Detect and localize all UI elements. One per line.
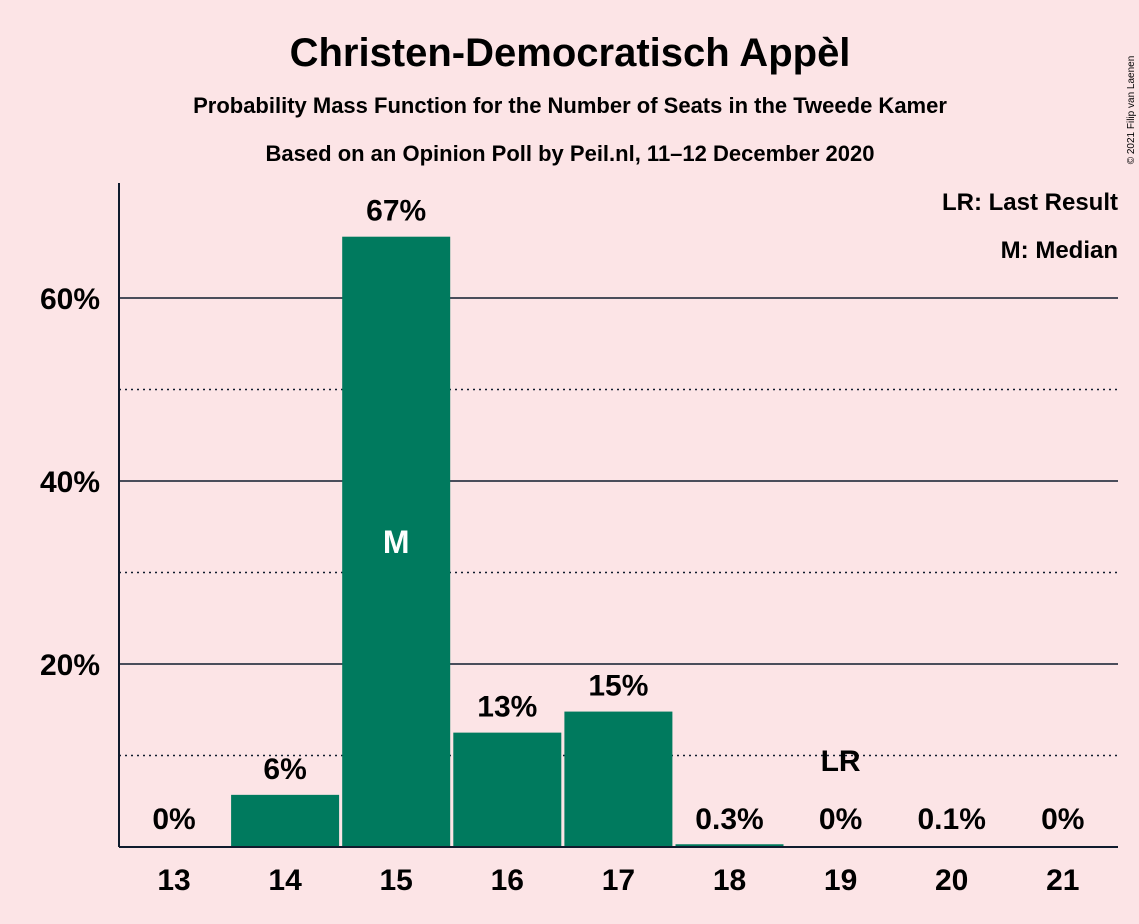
legend-median: M: Median: [1001, 237, 1118, 264]
bar-value-label: 0.1%: [918, 803, 986, 836]
y-tick-label: 60%: [40, 283, 100, 316]
bars: [231, 236, 1006, 847]
bar-value-label: 6%: [263, 753, 306, 786]
x-tick-label: 17: [602, 864, 635, 897]
bar-labels: 0% 13 6% 14 67% 15 M 13% 16 15% 17 0.3% 18 0% 19 LR 0.1%…: [152, 195, 1084, 897]
bar: [231, 794, 340, 847]
x-tick-label: 21: [1046, 864, 1079, 897]
bar-value-label: 0.3%: [695, 803, 763, 836]
legend-last-result: LR: Last Result: [942, 189, 1118, 216]
bar-value-label: 0%: [819, 803, 862, 836]
x-tick-label: 18: [713, 864, 746, 897]
x-tick-label: 19: [824, 864, 857, 897]
last-result-marker: LR: [821, 745, 861, 778]
chart-title: Christen-Democratisch Appèl: [290, 31, 851, 75]
chart-subtitle-poll: Based on an Opinion Poll by Peil.nl, 11–…: [266, 141, 875, 166]
y-tick-label: 20%: [40, 649, 100, 682]
x-tick-label: 13: [157, 864, 190, 897]
bar: [564, 711, 673, 847]
bar: [453, 732, 562, 847]
x-tick-label: 16: [491, 864, 524, 897]
copyright-note: © 2021 Filip van Laenen: [1126, 56, 1137, 165]
bar-value-label: 67%: [366, 195, 426, 228]
gridlines: 20% 40% 60%: [40, 283, 1118, 757]
bar: [342, 236, 451, 847]
bar-value-label: 0%: [152, 803, 195, 836]
x-tick-label: 20: [935, 864, 968, 897]
bar: [675, 844, 784, 847]
bar-value-label: 13%: [477, 691, 537, 724]
axes: [118, 183, 1118, 848]
bar-value-label: 15%: [588, 670, 648, 703]
x-tick-label: 14: [268, 864, 302, 897]
chart-subtitle: Probability Mass Function for the Number…: [193, 93, 947, 118]
x-tick-label: 15: [380, 864, 413, 897]
bar-value-label: 0%: [1041, 803, 1084, 836]
y-tick-label: 40%: [40, 466, 100, 499]
median-marker: M: [383, 524, 410, 560]
